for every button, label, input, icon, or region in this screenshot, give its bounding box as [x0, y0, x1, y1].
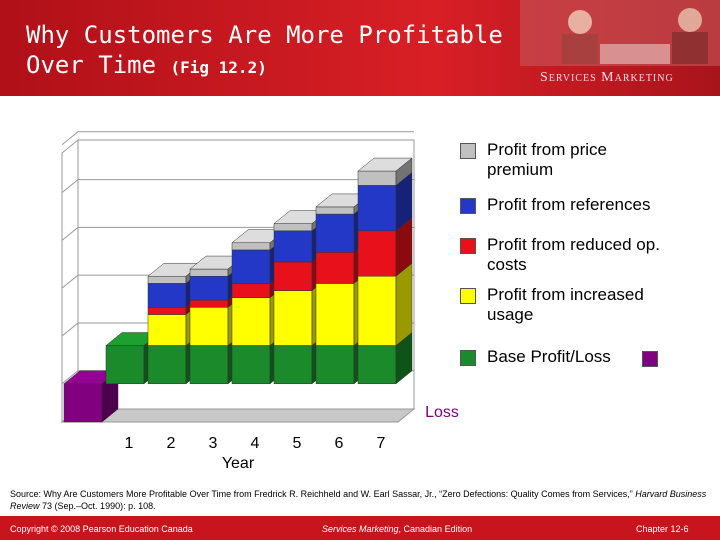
bar-front [147, 307, 187, 315]
footer: Copyright © 2008 Pearson Education Canad… [0, 516, 720, 540]
bar-front [147, 314, 187, 346]
header-photos [520, 0, 720, 66]
bar-front [231, 297, 271, 346]
x-axis-label: Year [222, 455, 255, 472]
legend-label: Profit from reduced op. costs [487, 235, 660, 274]
legend-label: Base Profit/Loss [487, 347, 611, 366]
bar-front [315, 345, 355, 385]
source: Source: Why Are Customers More Profitabl… [10, 488, 710, 512]
bar-front [273, 261, 313, 291]
bar-front [231, 242, 271, 251]
source-text: Source: Why Are Customers More Profitabl… [10, 489, 633, 499]
book: Services Marketing, Canadian Edition [322, 524, 472, 534]
bar-front [315, 283, 355, 346]
x-tick-label: 2 [167, 435, 176, 452]
bar-front [189, 345, 229, 385]
bar-front [357, 275, 397, 346]
bar-front [105, 345, 145, 385]
bar-front [189, 307, 229, 346]
bar-front [231, 283, 271, 298]
title: Why Customers Are More Profitable Over Ti… [26, 20, 503, 83]
chart: 1 2 3 4 5 6 7 Year Loss [60, 131, 459, 472]
bar-front [63, 383, 103, 423]
edition: , Canadian Edition [398, 524, 473, 534]
copyright: Copyright © 2008 Pearson Education Canad… [10, 524, 193, 534]
grid-line [61, 131, 414, 146]
x-tick-label: 5 [293, 435, 302, 452]
header: Why Customers Are More Profitable Over Ti… [0, 0, 720, 96]
legend-swatch [460, 238, 476, 254]
x-tick-label: 4 [251, 435, 260, 452]
grid-line [61, 179, 414, 193]
bar-front [231, 345, 271, 385]
chapter: Chapter 12-6 [636, 524, 689, 534]
bar-front [357, 170, 397, 186]
legend-label: Profit from increased usage [487, 285, 644, 324]
legend-swatch [460, 198, 476, 214]
legend-swatch [460, 143, 476, 159]
bar-front [231, 249, 271, 284]
source-text: 73 (Sep.–Oct. 1990): p. 108. [42, 501, 156, 511]
bar-front [147, 345, 187, 385]
bar-front [189, 299, 229, 308]
legend-swatch [642, 351, 658, 367]
legend-swatch [460, 288, 476, 304]
x-tick-label: 6 [335, 435, 344, 452]
bar-front [357, 345, 397, 385]
bar-side [395, 262, 413, 347]
source-journal: Harvard Business Review [10, 489, 707, 511]
legend-swatch [460, 350, 476, 366]
bar-front [315, 206, 355, 215]
title-line: Over Time [26, 51, 157, 79]
x-tick-label: 3 [209, 435, 218, 452]
bar-front [273, 345, 313, 385]
bar-front [315, 252, 355, 284]
x-tick-label: 1 [125, 435, 134, 452]
figure-ref: (Fig 12.2) [170, 58, 267, 77]
legend-label: Profit from references [487, 195, 651, 214]
bar-front [147, 275, 187, 284]
bar-side [395, 157, 413, 186]
bar-segment [357, 157, 413, 186]
legend-label: Profit from price premium [487, 140, 607, 179]
banner: Services Marketing [540, 70, 674, 85]
book-title: Services Marketing [322, 524, 399, 534]
bar-front [315, 213, 355, 253]
bar-front [189, 268, 229, 277]
bar-front [273, 230, 313, 263]
title-line: Why Customers Are More Profitable [26, 21, 503, 49]
x-tick-label: 7 [377, 435, 386, 452]
bar-front [357, 230, 397, 277]
annotation: Loss [425, 404, 459, 421]
bar-front [357, 185, 397, 232]
bar-front [189, 275, 229, 301]
bar-front [273, 223, 313, 232]
bar-front [147, 283, 187, 308]
bar-front [273, 290, 313, 346]
